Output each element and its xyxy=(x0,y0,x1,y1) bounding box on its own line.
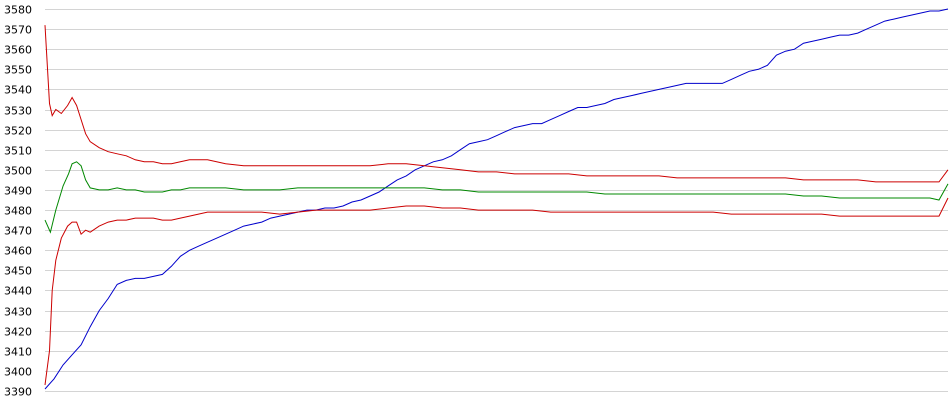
y-tick-label: 3440 xyxy=(4,285,32,298)
series-3 xyxy=(44,197,949,386)
series-line-3 xyxy=(44,197,949,386)
y-tick-label: 3420 xyxy=(4,326,32,339)
y-tick-label: 3390 xyxy=(4,386,32,399)
y-tick-label: 3550 xyxy=(4,64,32,77)
y-tick-label: 3490 xyxy=(4,185,32,198)
y-tick-label: 3540 xyxy=(4,84,32,97)
y-tick-label: 3400 xyxy=(4,366,32,379)
y-axis-labels: 3390 3400 3410 3420 3430 3440 3450 3460 3470 3480… xyxy=(4,4,32,399)
y-tick-label: 3510 xyxy=(4,145,32,158)
y-tick-label: 3410 xyxy=(4,346,32,359)
y-tick-label: 3520 xyxy=(4,125,32,138)
series-line-0 xyxy=(44,8,949,390)
series-0 xyxy=(44,8,949,390)
y-tick-label: 3500 xyxy=(4,165,32,178)
y-tick-label: 3570 xyxy=(4,24,32,37)
grid xyxy=(45,9,948,392)
y-tick-label: 3450 xyxy=(4,265,32,278)
series-2 xyxy=(44,161,949,234)
series-1 xyxy=(44,25,949,183)
y-tick-label: 3560 xyxy=(4,44,32,57)
series-line-1 xyxy=(44,25,949,183)
y-tick-label: 3480 xyxy=(4,205,32,218)
y-tick-label: 3430 xyxy=(4,306,32,319)
series-line-2 xyxy=(44,161,949,234)
y-tick-label: 3580 xyxy=(4,4,32,17)
y-tick-label: 3530 xyxy=(4,105,32,118)
y-tick-label: 3470 xyxy=(4,225,32,238)
series-lines xyxy=(44,8,949,390)
y-tick-label: 3460 xyxy=(4,245,32,258)
